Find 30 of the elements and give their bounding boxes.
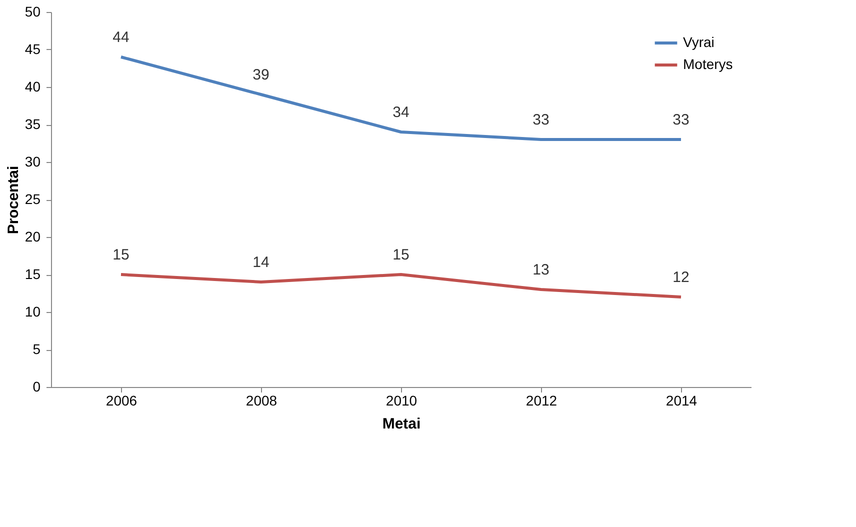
x-axis-title: Metai: [382, 416, 421, 432]
data-label: 34: [392, 104, 410, 121]
y-tick-label: 40: [24, 78, 41, 94]
data-label: 33: [672, 112, 690, 128]
y-tick-label: 30: [24, 154, 41, 170]
data-label: 44: [112, 29, 130, 46]
data-label: 14: [252, 254, 270, 271]
y-tick-label: 10: [24, 304, 41, 320]
data-label: 39: [252, 66, 270, 84]
x-tick-label: 2006: [106, 392, 138, 408]
legend-label: Moterys: [683, 56, 733, 72]
y-tick-label: 45: [24, 41, 41, 57]
y-tick-label: 15: [24, 266, 41, 282]
y-tick-label: 50: [24, 4, 41, 20]
data-label: 15: [392, 246, 410, 264]
data-label: 33: [532, 112, 550, 128]
y-tick-label: 5: [32, 341, 41, 357]
x-tick-label: 2010: [386, 392, 418, 408]
data-label: 13: [532, 262, 550, 278]
y-axis-title: Procentai: [4, 166, 22, 234]
x-tick-label: 2014: [666, 392, 698, 408]
y-tick-label: 35: [24, 116, 41, 132]
y-tick-label: 20: [24, 228, 41, 244]
legend-label: Vyrai: [683, 34, 714, 50]
y-tick-label: 25: [24, 191, 41, 207]
data-label: 15: [112, 246, 130, 264]
x-tick-label: 2012: [526, 392, 558, 408]
y-tick-label: 0: [32, 378, 41, 394]
x-tick-label: 2008: [246, 392, 278, 408]
data-label: 12: [672, 269, 690, 286]
